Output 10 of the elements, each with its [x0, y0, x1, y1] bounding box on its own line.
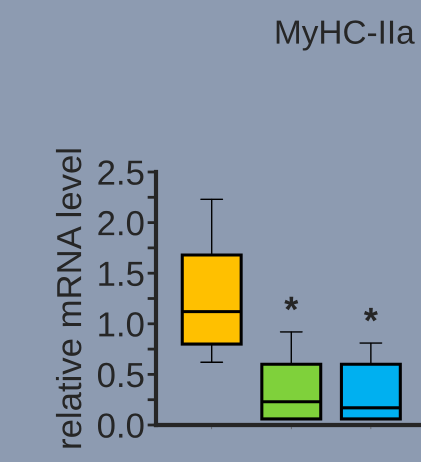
chart-title: MyHC-IIa: [276, 20, 415, 51]
annotation: *: [364, 308, 378, 322]
y-axis-title: relative mRNA level: [56, 149, 82, 448]
y-tick-label: 0.0: [98, 413, 144, 438]
y-tick-label: 1.5: [99, 262, 144, 286]
y-tick-label: 1.0: [99, 312, 144, 337]
annotation: *: [284, 296, 298, 310]
y-tick-label: 0.5: [98, 362, 144, 388]
y-tick-label: 2.5: [98, 160, 144, 185]
y-tick-label: 2.0: [98, 210, 144, 236]
